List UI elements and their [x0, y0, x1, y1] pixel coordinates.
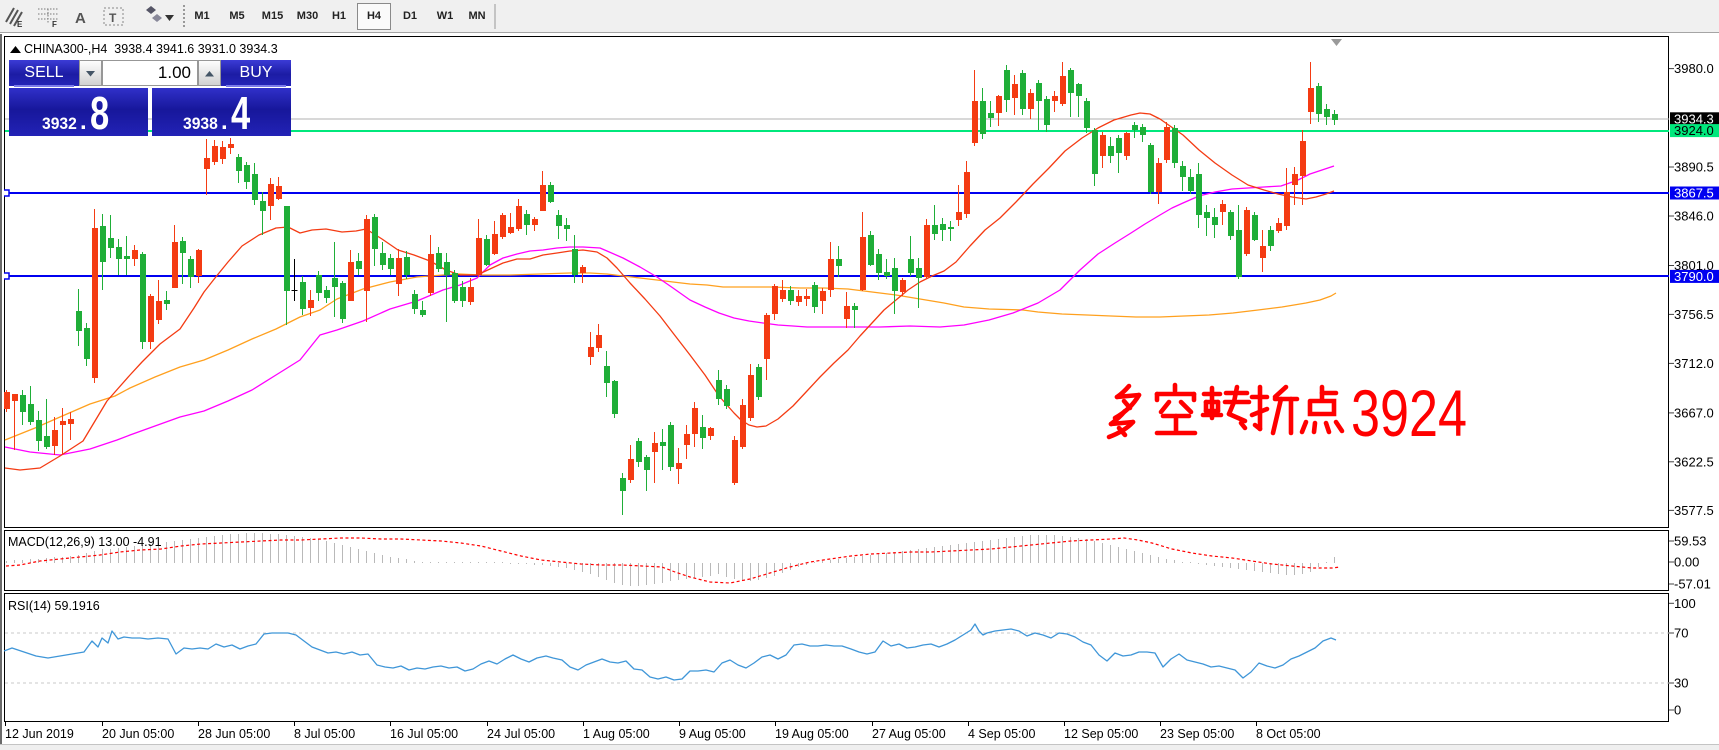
- svg-text:8 Oct 05:00: 8 Oct 05:00: [1256, 727, 1321, 741]
- svg-text:-57.01: -57.01: [1674, 577, 1711, 592]
- svg-text:A: A: [75, 10, 86, 27]
- svg-text:3622.5: 3622.5: [1674, 454, 1714, 469]
- svg-text:3667.0: 3667.0: [1674, 405, 1714, 420]
- svg-text:3934.3: 3934.3: [1674, 111, 1714, 126]
- svg-text:3890.5: 3890.5: [1674, 160, 1714, 175]
- svg-text:3801.0: 3801.0: [1674, 258, 1714, 273]
- svg-text:30: 30: [1674, 676, 1688, 691]
- svg-text:20 Jun 05:00: 20 Jun 05:00: [102, 727, 174, 741]
- svg-text:100: 100: [1674, 596, 1696, 611]
- svg-text:0: 0: [1674, 703, 1681, 718]
- svg-text:0.00: 0.00: [1674, 555, 1699, 570]
- svg-text:3924.0: 3924.0: [1674, 123, 1714, 138]
- svg-text:59.53: 59.53: [1674, 534, 1707, 549]
- svg-text:3980.0: 3980.0: [1674, 61, 1714, 76]
- svg-text:3790.0: 3790.0: [1674, 269, 1714, 284]
- svg-text:3756.5: 3756.5: [1674, 307, 1714, 322]
- svg-text:8 Jul 05:00: 8 Jul 05:00: [294, 727, 355, 741]
- svg-text:E: E: [17, 20, 23, 29]
- svg-text:16 Jul 05:00: 16 Jul 05:00: [390, 727, 458, 741]
- svg-text:19 Aug 05:00: 19 Aug 05:00: [775, 727, 849, 741]
- svg-text:27 Aug 05:00: 27 Aug 05:00: [872, 727, 946, 741]
- svg-text:12 Sep 05:00: 12 Sep 05:00: [1064, 727, 1138, 741]
- svg-text:MACD(12,26,9) 13.00 -4.91: MACD(12,26,9) 13.00 -4.91: [8, 535, 162, 549]
- svg-text:3846.0: 3846.0: [1674, 209, 1714, 224]
- svg-text:70: 70: [1674, 626, 1688, 641]
- svg-text:3712.0: 3712.0: [1674, 356, 1714, 371]
- svg-text:28 Jun 05:00: 28 Jun 05:00: [198, 727, 270, 741]
- svg-text:3867.5: 3867.5: [1674, 186, 1714, 201]
- svg-text:F: F: [52, 20, 57, 29]
- svg-text:1 Aug 05:00: 1 Aug 05:00: [583, 727, 650, 741]
- svg-text:3577.5: 3577.5: [1674, 503, 1714, 518]
- svg-text:4 Sep 05:00: 4 Sep 05:00: [968, 727, 1035, 741]
- svg-text:12 Jun 2019: 12 Jun 2019: [5, 727, 74, 741]
- svg-text:3924: 3924: [1351, 376, 1467, 450]
- svg-text:RSI(14) 59.1916: RSI(14) 59.1916: [8, 599, 100, 613]
- svg-text:23 Sep 05:00: 23 Sep 05:00: [1160, 727, 1234, 741]
- svg-text:9 Aug 05:00: 9 Aug 05:00: [679, 727, 746, 741]
- svg-text:T: T: [109, 11, 117, 25]
- svg-text:24 Jul 05:00: 24 Jul 05:00: [487, 727, 555, 741]
